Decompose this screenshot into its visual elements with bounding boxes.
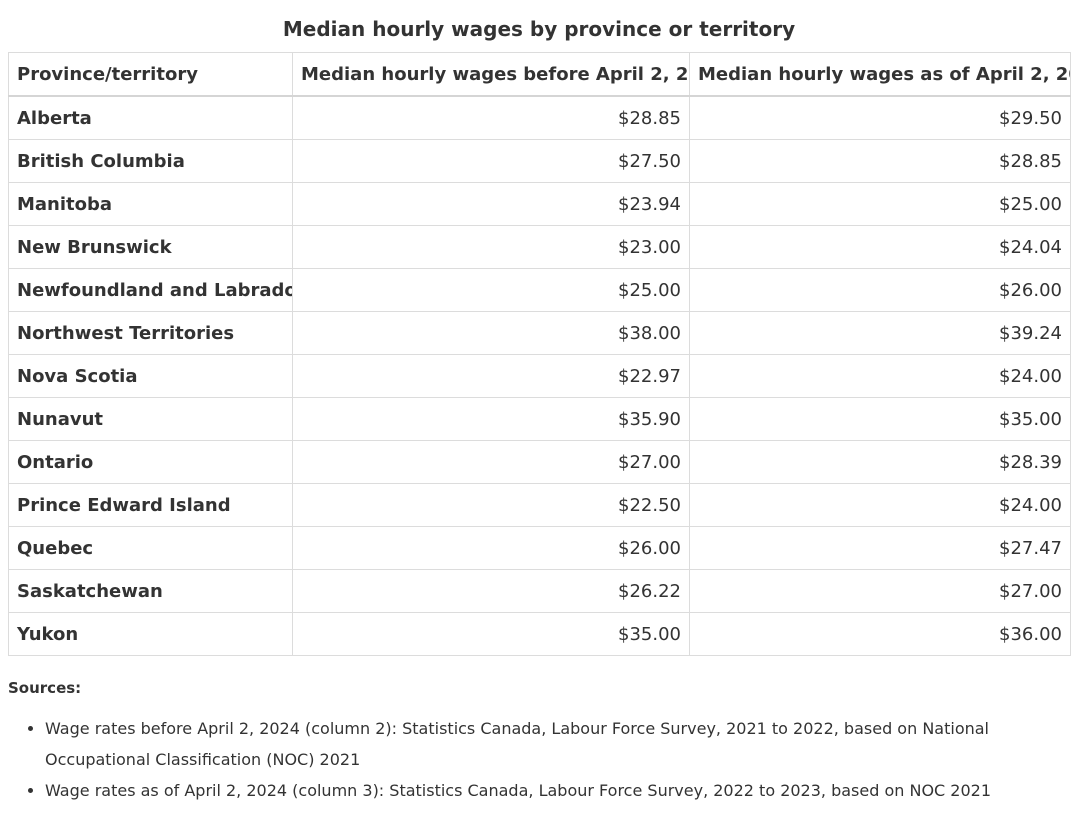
wage-before-cell: $27.00 xyxy=(292,440,690,484)
wage-before-cell: $23.00 xyxy=(292,225,690,269)
wage-as-of-cell: $39.24 xyxy=(689,311,1071,355)
wage-before-cell: $26.00 xyxy=(292,526,690,570)
table-row: Prince Edward Island $22.50 $24.00 xyxy=(8,483,1071,527)
province-cell: Nova Scotia xyxy=(8,354,293,398)
province-cell: Northwest Territories xyxy=(8,311,293,355)
table-row: Manitoba $23.94 $25.00 xyxy=(8,182,1071,226)
header-as-of: Median hourly wages as of April 2, 2024 xyxy=(689,52,1071,97)
wage-before-cell: $38.00 xyxy=(292,311,690,355)
table-row: Quebec $26.00 $27.47 xyxy=(8,526,1071,570)
wage-before-cell: $22.50 xyxy=(292,483,690,527)
province-cell: Saskatchewan xyxy=(8,569,293,613)
province-cell: British Columbia xyxy=(8,139,293,183)
province-cell: Alberta xyxy=(8,95,293,140)
table-row: Ontario $27.00 $28.39 xyxy=(8,440,1071,484)
table-row: Nova Scotia $22.97 $24.00 xyxy=(8,354,1071,398)
wage-before-cell: $35.90 xyxy=(292,397,690,441)
table-row: British Columbia $27.50 $28.85 xyxy=(8,139,1071,183)
wage-as-of-cell: $24.00 xyxy=(689,483,1071,527)
source-item: Wage rates before April 2, 2024 (column … xyxy=(45,713,1048,775)
sources-list: Wage rates before April 2, 2024 (column … xyxy=(8,713,1048,806)
wage-before-cell: $28.85 xyxy=(292,95,690,140)
wage-as-of-cell: $26.00 xyxy=(689,268,1071,312)
wage-as-of-cell: $28.85 xyxy=(689,139,1071,183)
wage-as-of-cell: $25.00 xyxy=(689,182,1071,226)
table-row: New Brunswick $23.00 $24.04 xyxy=(8,225,1071,269)
wage-before-cell: $25.00 xyxy=(292,268,690,312)
province-cell: Prince Edward Island xyxy=(8,483,293,527)
header-province: Province/territory xyxy=(8,52,293,97)
province-cell: Yukon xyxy=(8,612,293,656)
wage-before-cell: $22.97 xyxy=(292,354,690,398)
table-row: Alberta $28.85 $29.50 xyxy=(8,95,1071,140)
wage-as-of-cell: $29.50 xyxy=(689,95,1071,140)
wage-before-cell: $27.50 xyxy=(292,139,690,183)
province-cell: Ontario xyxy=(8,440,293,484)
header-row: Province/territory Median hourly wages b… xyxy=(8,52,1071,97)
province-cell: New Brunswick xyxy=(8,225,293,269)
table-caption: Median hourly wages by province or terri… xyxy=(282,17,796,41)
table-header: Province/territory Median hourly wages b… xyxy=(8,52,1071,97)
wage-before-cell: $23.94 xyxy=(292,182,690,226)
table-row: Nunavut $35.90 $35.00 xyxy=(8,397,1071,441)
wage-before-cell: $26.22 xyxy=(292,569,690,613)
province-cell: Nunavut xyxy=(8,397,293,441)
province-cell: Quebec xyxy=(8,526,293,570)
source-item: Wage rates as of April 2, 2024 (column 3… xyxy=(45,775,1048,806)
table-row: Yukon $35.00 $36.00 xyxy=(8,612,1071,656)
table-row: Northwest Territories $38.00 $39.24 xyxy=(8,311,1071,355)
province-cell: Newfoundland and Labrador xyxy=(8,268,293,312)
wage-before-cell: $35.00 xyxy=(292,612,690,656)
wage-as-of-cell: $24.00 xyxy=(689,354,1071,398)
wage-as-of-cell: $35.00 xyxy=(689,397,1071,441)
wages-table: Province/territory Median hourly wages b… xyxy=(8,52,1071,656)
wage-as-of-cell: $28.39 xyxy=(689,440,1071,484)
wage-as-of-cell: $27.00 xyxy=(689,569,1071,613)
header-before: Median hourly wages before April 2, 2024 xyxy=(292,52,690,97)
table-row: Saskatchewan $26.22 $27.00 xyxy=(8,569,1071,613)
table-row: Newfoundland and Labrador $25.00 $26.00 xyxy=(8,268,1071,312)
province-cell: Manitoba xyxy=(8,182,293,226)
table-body: Alberta $28.85 $29.50 British Columbia $… xyxy=(8,95,1071,656)
wage-as-of-cell: $27.47 xyxy=(689,526,1071,570)
wage-as-of-cell: $24.04 xyxy=(689,225,1071,269)
sources-title: Sources: xyxy=(8,679,82,697)
wage-as-of-cell: $36.00 xyxy=(689,612,1071,656)
